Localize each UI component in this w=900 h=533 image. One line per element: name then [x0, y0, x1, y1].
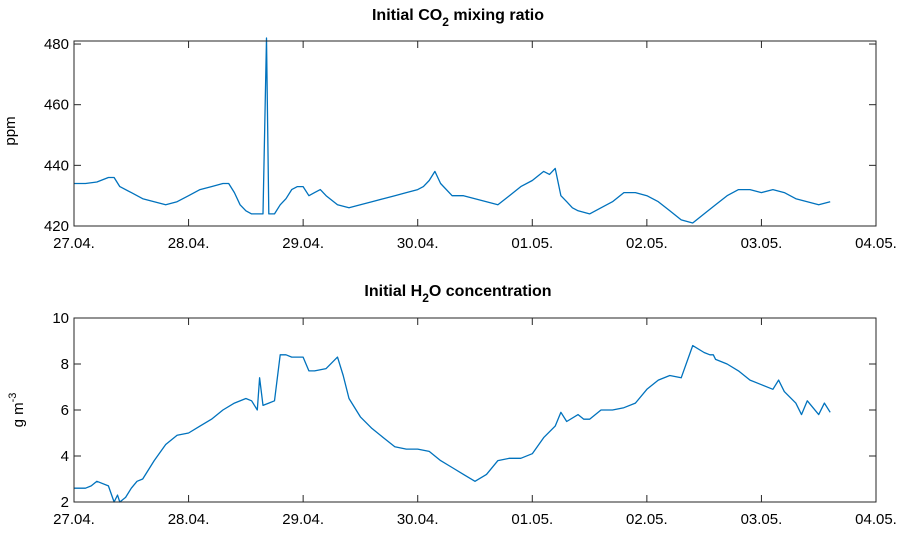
co2-x-tick-label: 03.05.: [741, 235, 783, 252]
co2-title-subscript: 2: [442, 15, 449, 29]
co2-title-suffix: mixing ratio: [449, 7, 544, 24]
co2-y-axis-label: ppm: [2, 116, 19, 145]
co2-chart: Initial CO2 mixing ratio ppm 27.04. 28.04…: [2, 7, 897, 252]
co2-y-tick-label: 440: [44, 157, 69, 174]
h2o-x-tick-label: 29.04.: [282, 511, 324, 528]
co2-axes-frame: [73, 40, 877, 227]
h2o-x-tick-label: 27.04.: [53, 511, 95, 528]
co2-x-tick-label: 01.05.: [511, 235, 553, 252]
h2o-y-axis-label-text: g m: [10, 402, 27, 427]
co2-x-tick-label: 28.04.: [168, 235, 210, 252]
co2-x-tick-label: 27.04.: [53, 235, 95, 252]
h2o-title-prefix: Initial H: [364, 283, 422, 300]
h2o-series-line-0: [74, 344, 831, 503]
h2o-y-axis-label: g m-3: [7, 393, 27, 428]
co2-chart-title: Initial CO2 mixing ratio: [372, 7, 544, 29]
h2o-y-tick-label: 4: [61, 448, 69, 465]
co2-plot-area: 27.04. 28.04. 29.04. 30.04. 01.05. 02.05. 03.0…: [44, 36, 897, 252]
h2o-x-tick-label: 02.05.: [626, 511, 668, 528]
h2o-chart: Initial H2O concentration g m-3 27.04. 28…: [7, 283, 897, 528]
h2o-y-axis-label-superscript: -3: [7, 393, 19, 403]
h2o-y-tick-label: 10: [52, 310, 69, 327]
co2-title-prefix: Initial CO: [372, 7, 442, 24]
h2o-title-suffix: O concentration: [429, 283, 552, 300]
h2o-x-tick-label: 03.05.: [741, 511, 783, 528]
co2-y-tick-label: 480: [44, 36, 69, 53]
h2o-y-tick-label: 6: [61, 402, 69, 419]
co2-y-tick-label: 420: [44, 218, 69, 235]
h2o-title-subscript: 2: [422, 291, 429, 305]
h2o-x-tick-label: 30.04.: [397, 511, 439, 528]
co2-y-tick-label: 460: [44, 97, 69, 114]
h2o-plot-area: 27.04. 28.04. 29.04. 30.04. 01.05. 02.05. 03.0…: [52, 310, 897, 528]
h2o-y-tick-label: 8: [61, 356, 69, 373]
co2-x-tick-label: 02.05.: [626, 235, 668, 252]
h2o-chart-title: Initial H2O concentration: [364, 283, 551, 305]
co2-x-tick-label: 29.04.: [282, 235, 324, 252]
h2o-x-tick-label: 04.05.: [855, 511, 897, 528]
co2-x-tick-label: 04.05.: [855, 235, 897, 252]
h2o-y-tick-label: 2: [61, 494, 69, 511]
h2o-x-tick-label: 01.05.: [511, 511, 553, 528]
h2o-axes-frame: [73, 317, 877, 503]
h2o-x-tick-label: 28.04.: [168, 511, 210, 528]
co2-series-line-0: [74, 37, 831, 224]
co2-x-tick-label: 30.04.: [397, 235, 439, 252]
